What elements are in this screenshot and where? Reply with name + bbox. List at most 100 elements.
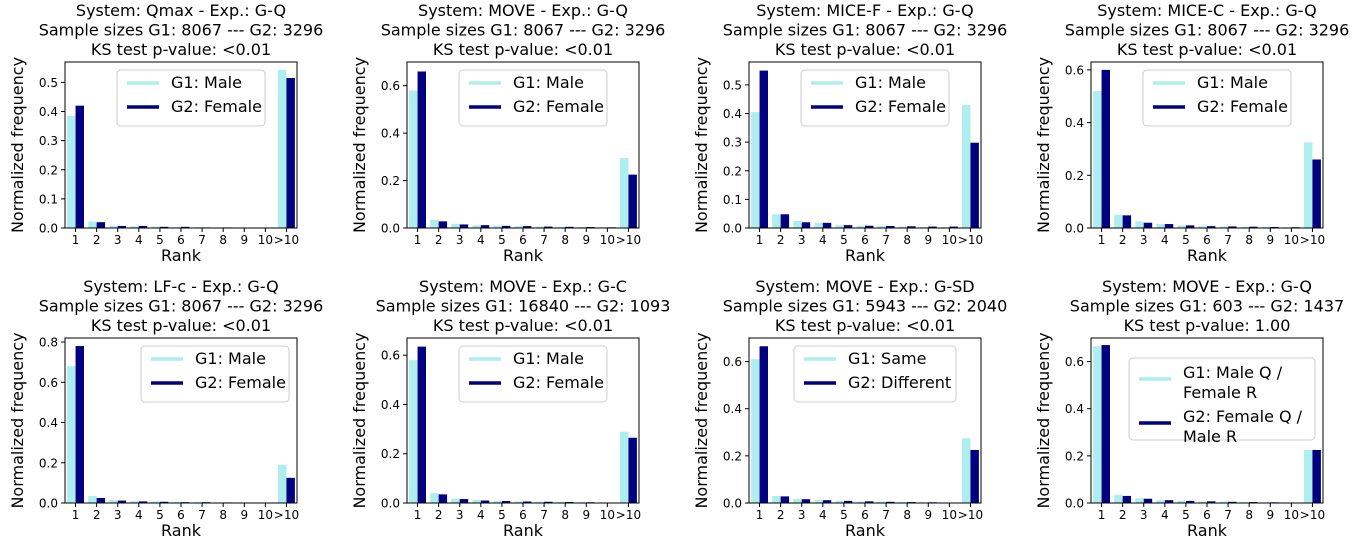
x-tick-label: 6 — [177, 508, 185, 522]
x-tick-label: 3 — [456, 233, 464, 247]
bar — [962, 438, 971, 503]
bar — [493, 500, 502, 503]
y-tick-label: 0.3 — [723, 136, 742, 150]
x-tick-label: >10 — [274, 508, 299, 522]
bar — [865, 501, 874, 503]
chart-title-line: Sample sizes G1: 5943 --- G2: 2040 — [723, 297, 1008, 316]
bar — [1312, 449, 1321, 503]
x-tick-label: 10 — [942, 233, 957, 247]
bar — [1177, 500, 1186, 503]
y-tick-label: 0.2 — [381, 174, 400, 188]
bar — [898, 226, 908, 228]
bar — [822, 500, 832, 503]
bar — [1207, 226, 1216, 228]
bar — [1228, 226, 1237, 228]
x-tick-label: 3 — [1140, 233, 1148, 247]
y-tick-label: 0.4 — [381, 398, 400, 412]
x-tick-label: 10 — [258, 233, 273, 247]
x-tick-label: 1 — [1098, 233, 1106, 247]
x-tick-label: 5 — [1182, 233, 1190, 247]
bar — [472, 500, 481, 503]
bar — [451, 223, 460, 228]
bar — [1185, 225, 1195, 228]
x-tick-label: 6 — [519, 508, 527, 522]
x-tick-label: 9 — [582, 508, 590, 522]
legend-label: G2: Female — [513, 97, 604, 116]
x-axis-label: Rank — [845, 521, 886, 540]
y-tick-label: 0.0 — [723, 222, 742, 236]
legend-box — [1128, 357, 1316, 441]
y-tick-label: 0.8 — [39, 336, 58, 350]
x-tick-label: 2 — [777, 508, 785, 522]
y-axis-label: Normalized frequency — [692, 57, 711, 233]
bar — [480, 500, 490, 503]
bar — [907, 226, 916, 228]
x-tick-label: 6 — [177, 233, 185, 247]
bar — [523, 501, 532, 503]
bar — [493, 225, 502, 228]
bar — [1143, 222, 1153, 228]
x-tick-label: 4 — [1161, 233, 1169, 247]
bar — [75, 105, 84, 228]
y-tick-label: 0.6 — [381, 79, 400, 93]
bar — [172, 501, 181, 503]
chart-title-line: KS test p-value: <0.01 — [775, 40, 955, 59]
bar — [928, 226, 937, 228]
chart-title-line: KS test p-value: <0.01 — [433, 316, 613, 335]
bar — [96, 497, 106, 503]
bar — [438, 221, 448, 228]
bar — [130, 500, 139, 503]
x-tick-label: 1 — [72, 508, 80, 522]
x-tick-label: 4 — [477, 233, 485, 247]
y-tick-label: 0.0 — [381, 497, 400, 511]
bar — [970, 142, 979, 228]
chart-title-line: Sample sizes G1: 16840 --- G2: 1093 — [376, 297, 671, 316]
bar — [130, 226, 139, 228]
bar — [501, 501, 511, 503]
bar — [1185, 500, 1195, 503]
bar — [1219, 501, 1229, 503]
chart-title-line: Sample sizes G1: 8067 --- G2: 3296 — [723, 21, 1008, 40]
legend: G1: Male G2: Female — [140, 345, 290, 403]
chart-title-line: KS test p-value: <0.01 — [433, 40, 613, 59]
bar — [877, 501, 887, 503]
x-tick-label: >10 — [616, 508, 641, 522]
x-tick-label: 9 — [924, 233, 932, 247]
bar — [451, 498, 460, 503]
bar — [620, 431, 629, 503]
chart-title-line: System: Qmax - Exp.: G-Q — [76, 1, 286, 20]
bar — [628, 174, 637, 228]
bar — [278, 464, 287, 503]
legend: G1: Male G2: Female — [458, 69, 608, 127]
chart-title-line: System: MOVE - Exp.: G-C — [419, 277, 627, 296]
x-tick-label: 7 — [882, 233, 890, 247]
y-tick-label: 0.2 — [723, 164, 742, 178]
legend-label: G2: Female — [855, 97, 946, 116]
bar — [949, 226, 958, 228]
bar — [886, 226, 895, 228]
bar — [556, 226, 566, 228]
x-tick-label: 6 — [861, 508, 869, 522]
bar — [117, 500, 127, 503]
x-tick-label: 5 — [156, 233, 164, 247]
x-tick-label: 3 — [114, 508, 122, 522]
bar — [67, 366, 76, 503]
bar — [970, 449, 979, 503]
x-tick-label: 9 — [582, 233, 590, 247]
x-tick-label: 8 — [219, 233, 227, 247]
y-tick-label: 0.2 — [381, 447, 400, 461]
y-tick-label: 0.4 — [39, 105, 58, 119]
bar — [565, 226, 574, 228]
y-axis-label: Normalized frequency — [1034, 57, 1053, 233]
bar — [1093, 90, 1102, 228]
chart-title-line: Sample sizes G1: 8067 --- G2: 3296 — [381, 21, 666, 40]
bar — [1101, 345, 1110, 503]
x-axis-label: Rank — [161, 246, 202, 265]
x-tick-label: 7 — [540, 508, 548, 522]
x-tick-label: 7 — [1224, 233, 1232, 247]
bar — [962, 104, 971, 228]
chart-title-line: Sample sizes G1: 8067 --- G2: 3296 — [1065, 21, 1350, 40]
